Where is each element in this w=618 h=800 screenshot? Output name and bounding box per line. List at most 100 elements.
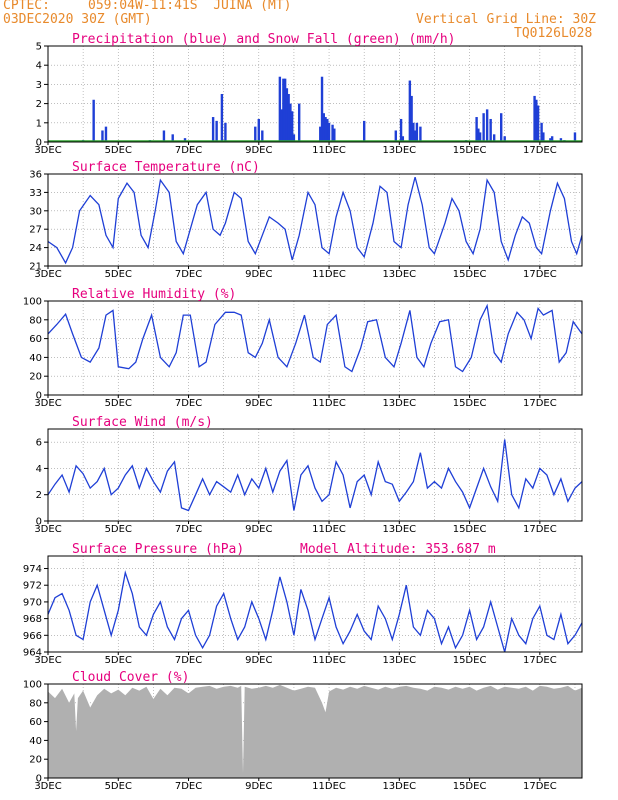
precip-bar: [171, 134, 174, 142]
precip-bar: [289, 103, 292, 142]
precip-bar: [573, 132, 577, 142]
panel-title: Cloud Cover (%): [72, 670, 189, 685]
wind-series-line: [47, 439, 583, 512]
precip-bar: [550, 136, 554, 142]
y-tick-label: 0: [36, 774, 42, 785]
precip-bar: [503, 136, 506, 142]
precip-bar: [482, 113, 485, 142]
precip-bar: [322, 113, 325, 142]
precip-bar: [415, 122, 419, 142]
precip-bar: [399, 118, 403, 142]
y-tick-label: 4: [36, 61, 42, 72]
y-tick-label: 974: [23, 564, 42, 575]
x-tick-label: 3DEC: [34, 398, 61, 409]
precip-bar: [162, 130, 166, 142]
precip-bar: [257, 118, 260, 142]
x-tick-label: 5DEC: [105, 781, 132, 792]
x-tick-label: 17DEC: [523, 398, 557, 409]
precip-bar: [489, 118, 492, 142]
x-tick-label: 15DEC: [453, 398, 487, 409]
x-tick-label: 15DEC: [453, 145, 487, 156]
precip-bar: [535, 99, 538, 142]
precip-bar: [285, 88, 289, 142]
precip-bar: [475, 117, 478, 142]
y-tick-label: 33: [29, 188, 42, 199]
x-tick-label: 5DEC: [105, 269, 132, 280]
y-tick-label: 20: [29, 372, 42, 383]
x-tick-label: 7DEC: [175, 781, 202, 792]
panel-frame: [47, 683, 583, 779]
precip-bar: [324, 117, 327, 142]
y-tick-label: 21: [29, 262, 42, 273]
x-tick-label: 13DEC: [382, 269, 416, 280]
precip-bar: [394, 130, 398, 142]
panel-title: Surface Pressure (hPa): [72, 542, 244, 557]
x-tick-label: 17DEC: [523, 269, 557, 280]
x-tick-label: 7DEC: [175, 524, 202, 535]
x-tick-label: 9DEC: [245, 655, 272, 666]
x-tick-label: 15DEC: [453, 781, 487, 792]
precip-bar: [92, 99, 95, 142]
y-tick-label: 80: [29, 698, 42, 709]
y-tick-label: 2: [36, 490, 42, 501]
y-tick-label: 5: [36, 42, 42, 53]
panel-annotation: Model Altitude: 353.687 m: [300, 542, 496, 557]
panel-frame: [47, 45, 583, 143]
precip-bar: [542, 132, 545, 142]
panel-precip: 0 1 2 3 4 5 3DEC 5DEC 7DEC 9DEC 11DEC 13DEC 15DEC 17D…: [34, 32, 583, 156]
precip-bar: [287, 94, 290, 142]
x-tick-label: 11DEC: [312, 145, 346, 156]
precip-bar: [477, 128, 480, 142]
y-tick-label: 0: [36, 391, 42, 402]
precip-bar: [540, 122, 543, 142]
precip-bar: [183, 138, 187, 142]
precip-bar: [485, 109, 489, 142]
precip-bar: [331, 124, 334, 142]
precip-bar: [297, 103, 301, 142]
x-tick-label: 5DEC: [105, 145, 132, 156]
precip-bar: [224, 122, 227, 142]
y-tick-label: 60: [29, 334, 42, 345]
precip-bar: [292, 134, 296, 142]
precip-bar: [319, 126, 322, 142]
precip-bar: [492, 134, 496, 142]
header-location: 059:04W-11:41S JUINA (MT): [88, 0, 292, 13]
y-tick-label: 966: [23, 631, 42, 642]
precip-bar: [254, 126, 257, 142]
precip-bar: [278, 76, 282, 142]
precip-bar: [326, 118, 329, 142]
y-tick-label: 60: [29, 717, 42, 728]
panel-humidity: 0 20 40 60 80 100 3DEC 5DEC 7DEC 9DEC 11DEC 13DEC 15…: [23, 287, 583, 409]
x-tick-label: 17DEC: [523, 145, 557, 156]
precip-bar: [419, 126, 422, 142]
x-tick-label: 7DEC: [175, 655, 202, 666]
x-tick-label: 7DEC: [175, 145, 202, 156]
precip-bar: [401, 136, 405, 142]
x-tick-label: 13DEC: [382, 145, 416, 156]
x-tick-label: 15DEC: [453, 524, 487, 535]
x-tick-label: 3DEC: [34, 269, 61, 280]
x-tick-label: 13DEC: [382, 398, 416, 409]
y-tick-label: 20: [29, 755, 42, 766]
panel-title: Relative Humidity (%): [72, 287, 236, 302]
y-tick-label: 1: [36, 118, 42, 129]
x-tick-label: 9DEC: [245, 781, 272, 792]
panel-title: Surface Temperature (nC): [72, 160, 260, 175]
x-tick-label: 7DEC: [175, 269, 202, 280]
precip-bar: [410, 95, 413, 142]
precip-bar: [362, 120, 366, 142]
panel-cloud: 0 20 40 60 80 100 3DEC 5DEC 7DEC 9DEC 11DEC 13DEC 15…: [23, 670, 583, 792]
y-tick-label: 4: [36, 464, 42, 475]
x-tick-label: 3DEC: [34, 781, 61, 792]
precip-bar: [413, 130, 417, 142]
y-tick-label: 27: [29, 225, 42, 236]
panel-frame: [47, 173, 583, 267]
precip-bar: [220, 94, 224, 142]
header-grid-note: Vertical Grid Line: 30Z: [416, 12, 597, 27]
y-tick-label: 968: [23, 614, 42, 625]
y-tick-label: 80: [29, 315, 42, 326]
y-tick-label: 2: [36, 99, 42, 110]
x-tick-label: 7DEC: [175, 398, 202, 409]
header-source: CPTEC:: [3, 0, 50, 13]
x-tick-label: 11DEC: [312, 524, 346, 535]
